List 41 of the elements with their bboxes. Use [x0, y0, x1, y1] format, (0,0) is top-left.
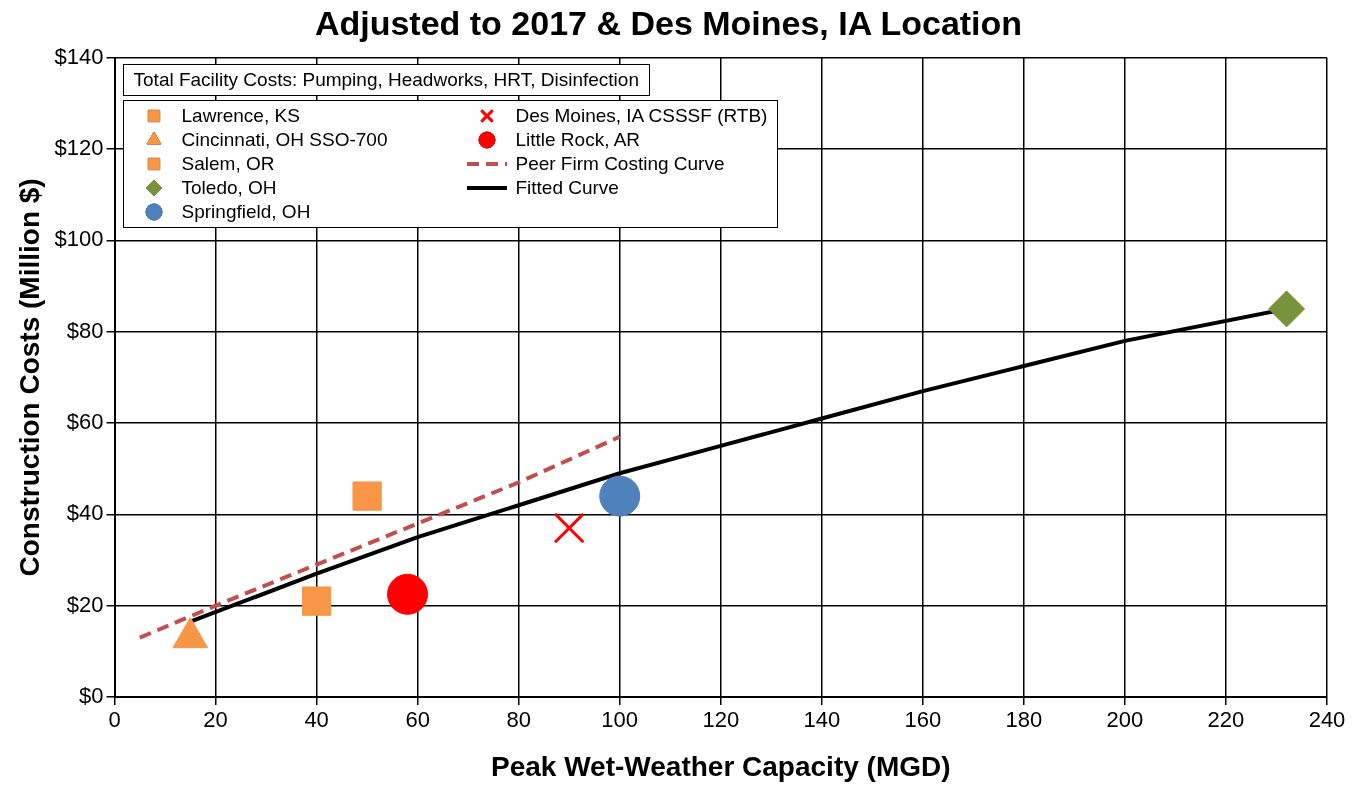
x-tick-label: 0	[108, 707, 121, 733]
x-tick-label: 180	[1005, 707, 1043, 733]
x-tick-label: 200	[1106, 707, 1144, 733]
legend-label: Lawrence, KS	[181, 104, 300, 127]
x-tick-label: 100	[601, 707, 639, 733]
legend-label: Fitted Curve	[515, 176, 619, 199]
x-tick-label: 240	[1308, 707, 1346, 733]
x-tick-label: 60	[405, 707, 430, 733]
y-tick-label: $140	[54, 43, 104, 69]
point	[352, 481, 382, 511]
annotation: Total Facility Costs: Pumping, Headworks, HRT, Disinfection	[133, 68, 639, 91]
y-tick-label: $80	[66, 317, 104, 343]
point	[553, 512, 585, 544]
legend-label: Cincinnati, OH SSO-700	[181, 128, 388, 151]
x-tick-label: 20	[203, 707, 228, 733]
x-axis-title: Peak Wet-Weather Capacity (MGD)	[491, 750, 951, 782]
legend-label: Peer Firm Costing Curve	[515, 152, 725, 175]
y-tick-label: $100	[54, 226, 104, 252]
y-tick-label: $120	[54, 135, 104, 161]
x-tick-label: 120	[702, 707, 740, 733]
y-tick-label: $60	[66, 409, 104, 435]
legend-label: Salem, OR	[181, 152, 275, 175]
x-tick-label: 220	[1207, 707, 1245, 733]
point	[1268, 290, 1306, 328]
x-tick-label: 140	[803, 707, 841, 733]
point	[599, 475, 641, 517]
x-tick-label: 80	[506, 707, 531, 733]
point	[301, 586, 332, 616]
legend-label: Springfield, OH	[181, 200, 311, 223]
x-tick-label: 160	[904, 707, 942, 733]
legend-label: Des Moines, IA CSSSF (RTB)	[515, 104, 768, 127]
y-tick-label: $40	[66, 500, 104, 526]
legend-label: Toledo, OH	[181, 176, 277, 199]
point	[387, 573, 429, 615]
x-tick-label: 40	[304, 707, 329, 733]
y-axis-title: Construction Costs (Million $)	[13, 178, 45, 577]
legend-label: Little Rock, AR	[515, 128, 641, 151]
chart-title: Adjusted to 2017 & Des Moines, IA Location	[314, 3, 1023, 42]
y-tick-label: $0	[79, 683, 104, 709]
line-series	[137, 434, 622, 640]
y-tick-label: $20	[66, 591, 104, 617]
